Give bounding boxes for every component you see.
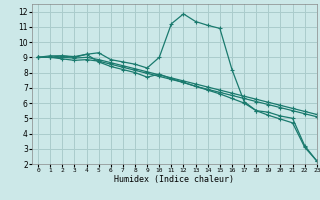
X-axis label: Humidex (Indice chaleur): Humidex (Indice chaleur) — [115, 175, 234, 184]
